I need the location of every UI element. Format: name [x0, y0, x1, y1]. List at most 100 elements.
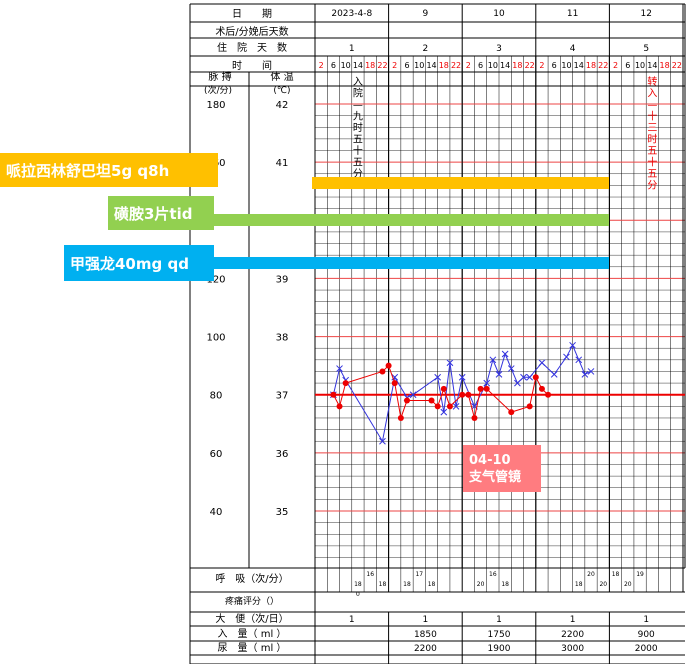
admission-note: 五	[353, 135, 363, 146]
time-slot-label: 18	[512, 61, 522, 70]
drug-bar-1	[312, 177, 609, 189]
admission-note: —	[353, 100, 363, 111]
time-slot-label: 6	[552, 61, 557, 70]
pulse-point	[336, 365, 343, 372]
temp-point	[330, 391, 337, 398]
pulse-point	[514, 379, 521, 387]
temp-point	[465, 391, 472, 398]
time-slot-label: 6	[331, 61, 336, 70]
temp-point	[471, 414, 478, 421]
admission-note: 院	[353, 87, 363, 100]
time-slot-label: 22	[672, 61, 682, 70]
resp-value: 18	[501, 581, 509, 588]
event-box: 04-10 支气管镜	[463, 445, 541, 492]
resp-value: 18	[379, 581, 387, 588]
pulse-tick-label: 120	[206, 274, 225, 285]
pulse-point	[569, 341, 576, 349]
stool-label: 大 便（次/日）	[215, 612, 288, 625]
temp-point	[545, 391, 552, 398]
transfer-note: 十	[647, 156, 657, 169]
stool-value: 1	[349, 615, 355, 625]
drug-label-1: 哌拉西林舒巴坦5g q8h	[0, 153, 218, 187]
resp-value: 18	[612, 571, 620, 578]
event-box-text: 04-10 支气管镜	[469, 452, 522, 485]
transfer-note: 五	[647, 169, 657, 180]
date-cell: 11	[567, 9, 578, 19]
pulse-point	[391, 373, 399, 381]
temp-line	[332, 364, 549, 420]
temp-axis-title: 体 温	[270, 71, 293, 83]
time-slot-label: 22	[525, 61, 535, 70]
transfer-note: 时	[647, 134, 657, 146]
pulse-point	[526, 373, 534, 381]
transfer-note: 十	[647, 110, 657, 123]
pulse-point	[458, 373, 466, 381]
temp-point	[538, 385, 545, 392]
admission-note: 九	[353, 111, 363, 123]
time-slot-label: 10	[488, 61, 498, 70]
drug-bar-2	[214, 214, 609, 226]
drug-label-3-text: 甲强龙40mg qd	[70, 254, 189, 273]
urine-value: 3000	[561, 644, 584, 654]
pulse-point	[550, 371, 558, 378]
pulse-axis-title: 脉 搏	[208, 70, 231, 83]
temp-tick-label: 39	[276, 274, 289, 285]
admission-note: 时	[353, 122, 363, 134]
transfer-note: 分	[647, 180, 657, 192]
temp-axis-unit: (℃)	[273, 86, 290, 96]
transfer-note: 转	[647, 75, 657, 88]
resp-value: 18	[428, 581, 436, 588]
time-slot-label: 10	[341, 61, 351, 70]
bottom-records: 呼 吸（次/分） 疼痛评分（） 大 便（次/日） 入 量（ ml ） 尿 量（ ml ）…	[190, 567, 685, 664]
date-cell: 10	[493, 9, 505, 19]
resp-value: 16	[366, 571, 374, 578]
temp-point	[397, 414, 404, 421]
intake-label: 入 量（ ml ）	[218, 628, 287, 640]
urine-label: 尿 量（ ml ）	[218, 642, 287, 654]
drug-label-2: 磺胺3片tid	[108, 196, 214, 230]
temp-point	[385, 362, 392, 369]
hosp-day-cell: 5	[643, 44, 649, 54]
temp-point	[508, 409, 515, 416]
resp-value: 19	[636, 571, 644, 578]
temp-tick-label: 37	[276, 391, 289, 402]
pulse-point	[495, 371, 503, 378]
resp-value: 18	[575, 581, 583, 588]
pulse-point	[520, 373, 527, 381]
time-slot-label: 2	[466, 61, 471, 70]
drug-bar-3	[214, 257, 609, 269]
time-slot-label: 2	[539, 61, 544, 70]
temp-tick-label: 35	[276, 507, 289, 518]
resp-value: 20	[599, 581, 607, 588]
time-slot-label: 14	[353, 61, 363, 70]
header-row-label: 术后/分娩后天数	[215, 25, 288, 38]
time-slot-label: 2	[392, 61, 397, 70]
time-slot-label: 14	[500, 61, 510, 70]
time-slot-label: 18	[586, 61, 596, 70]
pulse-point	[379, 437, 386, 445]
time-slot-label: 14	[426, 61, 436, 70]
time-slot-label: 18	[660, 61, 670, 70]
temp-point	[342, 380, 349, 387]
temp-tick-label: 36	[276, 449, 289, 460]
stool-value: 1	[643, 615, 649, 625]
time-slot-label: 6	[478, 61, 483, 70]
intake-value: 1850	[414, 630, 437, 640]
pulse-line	[332, 344, 592, 443]
intake-value: 900	[638, 630, 655, 640]
pulse-point	[501, 350, 509, 358]
pulse-point	[483, 379, 491, 387]
time-slot-label: 10	[635, 61, 645, 70]
transfer-note: 入	[647, 89, 657, 100]
drug-label-3: 甲强龙40mg qd	[64, 245, 214, 281]
temp-point	[404, 397, 410, 404]
resp-value: 20	[587, 571, 595, 578]
pulse-point	[538, 359, 546, 367]
time-slot-label: 10	[561, 61, 571, 70]
header-row-label: 住 院 天 数	[217, 41, 287, 54]
urine-value: 2200	[414, 644, 437, 654]
urine-value: 1900	[488, 644, 511, 654]
